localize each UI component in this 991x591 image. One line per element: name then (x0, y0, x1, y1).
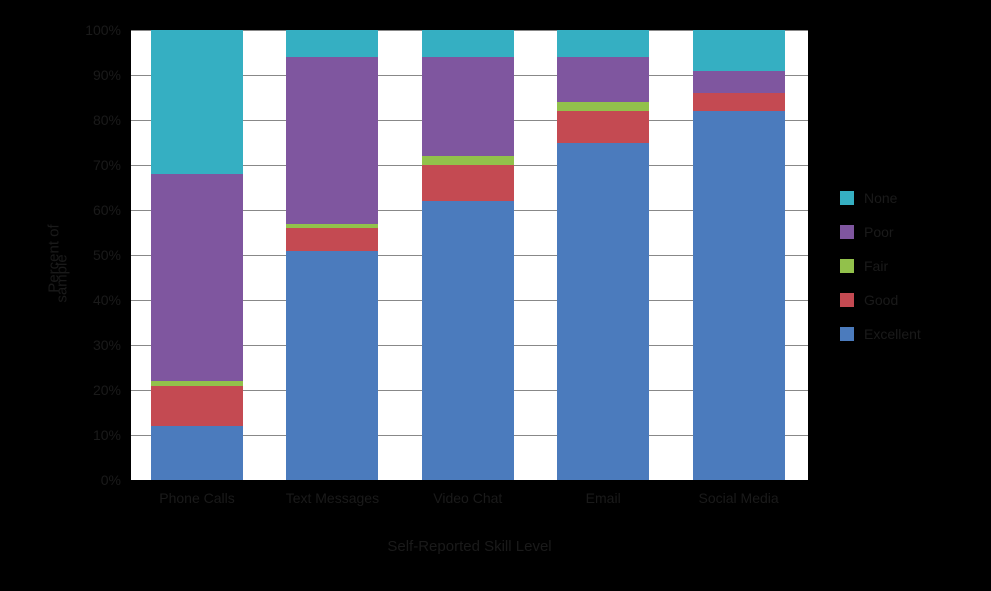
legend-swatch (840, 191, 854, 205)
x-axis-tick-label: Video Chat (433, 490, 502, 506)
bar-segment-poor (286, 57, 378, 224)
bar-segment-good (151, 386, 243, 427)
bar-segment-excellent (151, 426, 243, 480)
bar-segment-none (286, 30, 378, 57)
bar-segment-excellent (422, 201, 514, 480)
y-axis-tick-label: 40% (41, 292, 121, 308)
bar-segment-fair (557, 102, 649, 111)
legend-label: Good (864, 292, 898, 308)
plot-area (131, 30, 808, 480)
bar-group (286, 30, 378, 480)
stacked-bar-chart: Percent of sample Self-Reported Skill Le… (0, 0, 991, 591)
legend: None Poor Fair Good Excellent (840, 190, 921, 360)
bar-segment-fair (286, 224, 378, 229)
bar-segment-excellent (557, 143, 649, 481)
legend-swatch (840, 327, 854, 341)
x-axis-tick-label: Text Messages (286, 490, 379, 506)
bar-segment-none (557, 30, 649, 57)
bar-group (151, 30, 243, 480)
bar-segment-poor (151, 174, 243, 381)
legend-item-fair: Fair (840, 258, 921, 274)
bar-group (557, 30, 649, 480)
y-axis-tick-label: 70% (41, 157, 121, 173)
legend-label: Excellent (864, 326, 921, 342)
bar-group (422, 30, 514, 480)
bar-segment-poor (557, 57, 649, 102)
x-axis-title: Self-Reported Skill Level (387, 538, 551, 555)
legend-label: None (864, 190, 897, 206)
bar-segment-poor (422, 57, 514, 156)
bar-segment-fair (151, 381, 243, 386)
x-axis-tick-label: Social Media (699, 490, 779, 506)
y-axis-tick-label: 90% (41, 67, 121, 83)
y-axis-tick-label: 50% (41, 247, 121, 263)
legend-swatch (840, 225, 854, 239)
bar-segment-good (693, 93, 785, 111)
legend-item-poor: Poor (840, 224, 921, 240)
y-axis-tick-label: 0% (41, 472, 121, 488)
bar-segment-excellent (286, 251, 378, 481)
legend-swatch (840, 259, 854, 273)
bar-group (693, 30, 785, 480)
bar-segment-excellent (693, 111, 785, 480)
bar-segment-none (151, 30, 243, 174)
y-axis-title-line2: sample (38, 270, 56, 287)
y-axis-tick-label: 10% (41, 427, 121, 443)
legend-swatch (840, 293, 854, 307)
y-axis-tick-label: 30% (41, 337, 121, 353)
bar-segment-fair (422, 156, 514, 165)
legend-item-excellent: Excellent (840, 326, 921, 342)
bar-segment-none (693, 30, 785, 71)
y-axis-tick-label: 100% (41, 22, 121, 38)
y-axis-tick-label: 80% (41, 112, 121, 128)
bar-segment-poor (693, 71, 785, 94)
bar-segment-good (557, 111, 649, 143)
y-axis-tick-label: 20% (41, 382, 121, 398)
y-axis-title-line1: Percent of (20, 250, 38, 267)
bar-segment-good (286, 228, 378, 251)
x-axis-tick-label: Phone Calls (159, 490, 235, 506)
legend-label: Fair (864, 258, 888, 274)
legend-item-good: Good (840, 292, 921, 308)
legend-item-none: None (840, 190, 921, 206)
y-axis-tick-label: 60% (41, 202, 121, 218)
legend-label: Poor (864, 224, 894, 240)
x-axis-tick-label: Email (586, 490, 621, 506)
bar-segment-none (422, 30, 514, 57)
bar-segment-good (422, 165, 514, 201)
